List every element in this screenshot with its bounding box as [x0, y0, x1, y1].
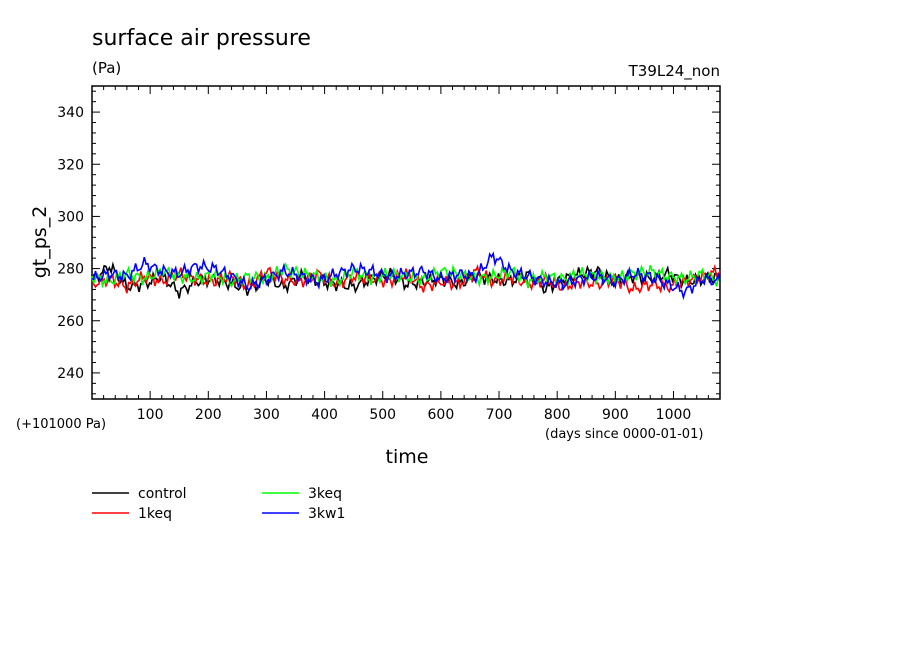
series-lines [91, 251, 721, 301]
y-tick-label: 260 [57, 314, 84, 330]
x-axis-label: time [386, 446, 429, 468]
chart-tag: T39L24_non [628, 62, 720, 81]
series-line-1keq [91, 263, 721, 295]
series-line-3kw1 [91, 251, 721, 301]
y-tick-label: 300 [57, 209, 84, 225]
x-tick-label: 700 [486, 407, 513, 423]
x-tick-label: 500 [369, 407, 396, 423]
tick-marks [92, 86, 720, 399]
y-tick-label: 340 [57, 105, 84, 121]
x-note: (days since 0000-01-01) [545, 427, 703, 442]
tick-labels: 100 200 300 400 500 600 700 800 900 1000 240 260 280… [57, 105, 691, 423]
plot-frame [91, 85, 721, 400]
x-tick-label: 200 [195, 407, 222, 423]
legend-label-3kw1: 3kw1 [308, 506, 345, 522]
chart-units: (Pa) [92, 59, 121, 77]
legend-label-control: control [138, 486, 187, 502]
x-tick-label: 800 [544, 407, 571, 423]
legend-label-3keq: 3keq [308, 486, 342, 502]
x-tick-label: 100 [137, 407, 164, 423]
x-tick-label: 400 [311, 407, 338, 423]
legend: control 1keq 3keq 3kw1 [92, 486, 345, 522]
legend-label-1keq: 1keq [138, 506, 172, 522]
x-tick-label: 300 [253, 407, 280, 423]
y-offset-note: (+101000 Pa) [16, 417, 106, 432]
y-tick-label: 320 [57, 157, 84, 173]
x-tick-label: 600 [428, 407, 455, 423]
chart-title: surface air pressure [92, 26, 311, 51]
y-axis-label: gt_ps_2 [29, 206, 51, 279]
x-tick-label: 1000 [656, 407, 692, 423]
y-tick-label: 240 [57, 366, 84, 382]
x-tick-label: 900 [602, 407, 629, 423]
y-tick-label: 280 [57, 262, 84, 278]
